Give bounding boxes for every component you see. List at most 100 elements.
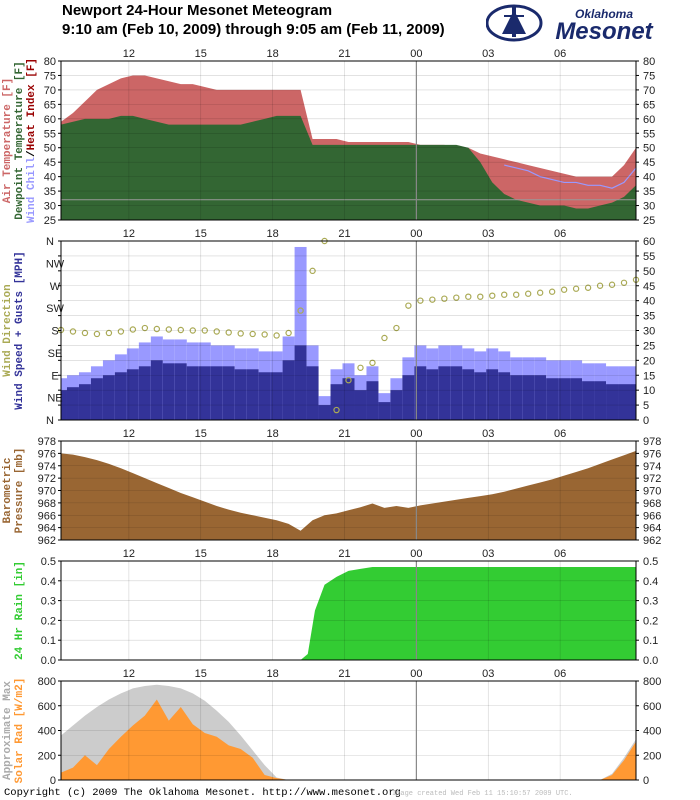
y-tick-label-left: 55 [44,128,56,140]
time-tick-label: 21 [338,428,350,440]
y-tick-label-right: 25 [643,215,655,227]
wind-speed-bar [114,372,127,420]
wind-direction-tick-label: SE [48,348,63,360]
y-tick-label-left: 70 [44,85,56,97]
y-tick-label-right: 964 [643,523,661,535]
wind-speed-bar [294,345,307,420]
wind-speed-bar [330,384,343,420]
wind-direction-point [429,296,436,303]
wind-speed-bar [522,375,535,420]
wind-direction-tick-label: NE [47,393,62,405]
y-tick-label-right: 25 [643,340,655,352]
y-tick-label-left: 200 [38,750,56,762]
dewpoint-area [61,115,636,220]
wind-speed-bar [558,378,571,420]
y-tick-label-right: 800 [643,676,661,688]
rain-frame [60,560,637,661]
y-tick-label-left: 50 [44,143,56,155]
wind-speed-bar [66,387,79,420]
y-tick-label-right: 60 [643,236,655,248]
wind-direction-point [620,279,628,286]
wind-speed-bar [594,381,607,420]
wind-speed-bar [450,366,463,420]
wind-direction-point [273,332,280,339]
rain-panel: 12 15 18 21 00 03 06 0.0 0.0 0.1 0.1 0.2 0.2 0.3 0.3 0.… [14,548,658,667]
wind-direction-point [153,325,161,333]
time-tick-label: 00 [410,228,422,240]
wind-speed-bar [318,405,331,420]
y-tick-label-left: 0.1 [41,635,56,647]
temperature-panel: 12 15 18 21 00 03 06 25 25 30 30 35 35 40 40 45 45 50 50 55… [2,48,655,227]
wind-speed-bar [186,366,199,420]
page-title: Newport 24-Hour Mesonet Meteogram [62,2,333,19]
time-tick-label: 21 [338,48,350,60]
y-tick-label-left: 0.0 [41,655,56,667]
wind-direction-point [453,294,460,301]
mesonet-logo[interactable]: Oklahoma Mesonet [486,4,692,42]
y-tick-label-left: 962 [38,535,56,547]
wind-direction-tick-label: W [50,281,61,293]
y-tick-label-right: 75 [643,70,655,82]
wind-speed-bar [354,390,367,420]
wind-speed-bar [486,369,499,420]
wind-direction-tick-label: SW [46,303,64,315]
wind-speed-bar [258,372,271,420]
wind-speed-bar [270,372,283,420]
y-axis-label-part: Wind Chill [26,157,38,223]
y-tick-label-right: 35 [643,186,655,198]
time-tick-label: 12 [123,428,135,440]
y-tick-label-right: 50 [643,143,655,155]
y-tick-label-right: 65 [643,99,655,111]
y-tick-label-right: 400 [643,726,661,738]
wind-direction-point [572,285,580,292]
y-tick-label-right: 0 [643,415,649,427]
temperature-frame [60,60,637,221]
time-tick-label: 03 [482,428,494,440]
wind-chill-line [504,164,637,189]
time-tick-label: 21 [338,548,350,560]
y-tick-label-right: 970 [643,486,661,498]
time-tick-label: 15 [195,668,207,680]
y-tick-label-left: 600 [38,701,56,713]
wind-direction-point [285,329,292,337]
time-tick-label: 00 [410,668,422,680]
y-tick-label-right: 962 [643,535,661,547]
time-tick-label: 06 [554,48,566,60]
y-tick-label-right: 30 [643,201,655,213]
wind-direction-point [333,406,340,414]
wind-speed-bar [498,372,511,420]
logo-top-text: Oklahoma [575,7,633,21]
wind-direction-point [69,328,77,335]
y-tick-label-left: 65 [44,99,56,111]
time-tick-label: 12 [123,548,135,560]
wind-direction-point [213,328,220,335]
wind-direction-point [584,284,592,291]
wind-direction-point [524,290,532,297]
y-tick-label-right: 15 [643,370,655,382]
page-subtitle: 9:10 am (Feb 10, 2009) through 9:05 am (… [62,21,445,38]
wind-direction-point [297,307,304,314]
time-tick-label: 06 [554,668,566,680]
time-tick-label: 12 [123,48,135,60]
copyright-footer: Copyright (c) 2009 The Oklahoma Mesonet.… [4,787,401,799]
wind-speed-bar [402,375,415,420]
wind-speed-bar [246,369,259,420]
wind-speed-bar [366,381,379,420]
wind-direction-tick-label: S [51,326,58,338]
y-tick-label-left: 0.5 [41,556,56,568]
time-tick-label: 00 [410,428,422,440]
mesonet-logo-icon [486,4,543,42]
wind-direction-point [393,324,400,332]
time-tick-label: 06 [554,428,566,440]
y-tick-label-right: 0.3 [643,596,658,608]
wind-speed-bar [162,363,175,420]
time-tick-label: 15 [195,228,207,240]
y-tick-label-right: 10 [643,385,655,397]
y-tick-label-right: 70 [643,85,655,97]
wind-speed-bar [606,384,619,420]
wind-direction-point [489,292,496,299]
time-tick-label: 03 [482,48,494,60]
y-tick-label-left: 45 [44,157,56,169]
y-axis-label: Wind Direction [2,284,14,376]
